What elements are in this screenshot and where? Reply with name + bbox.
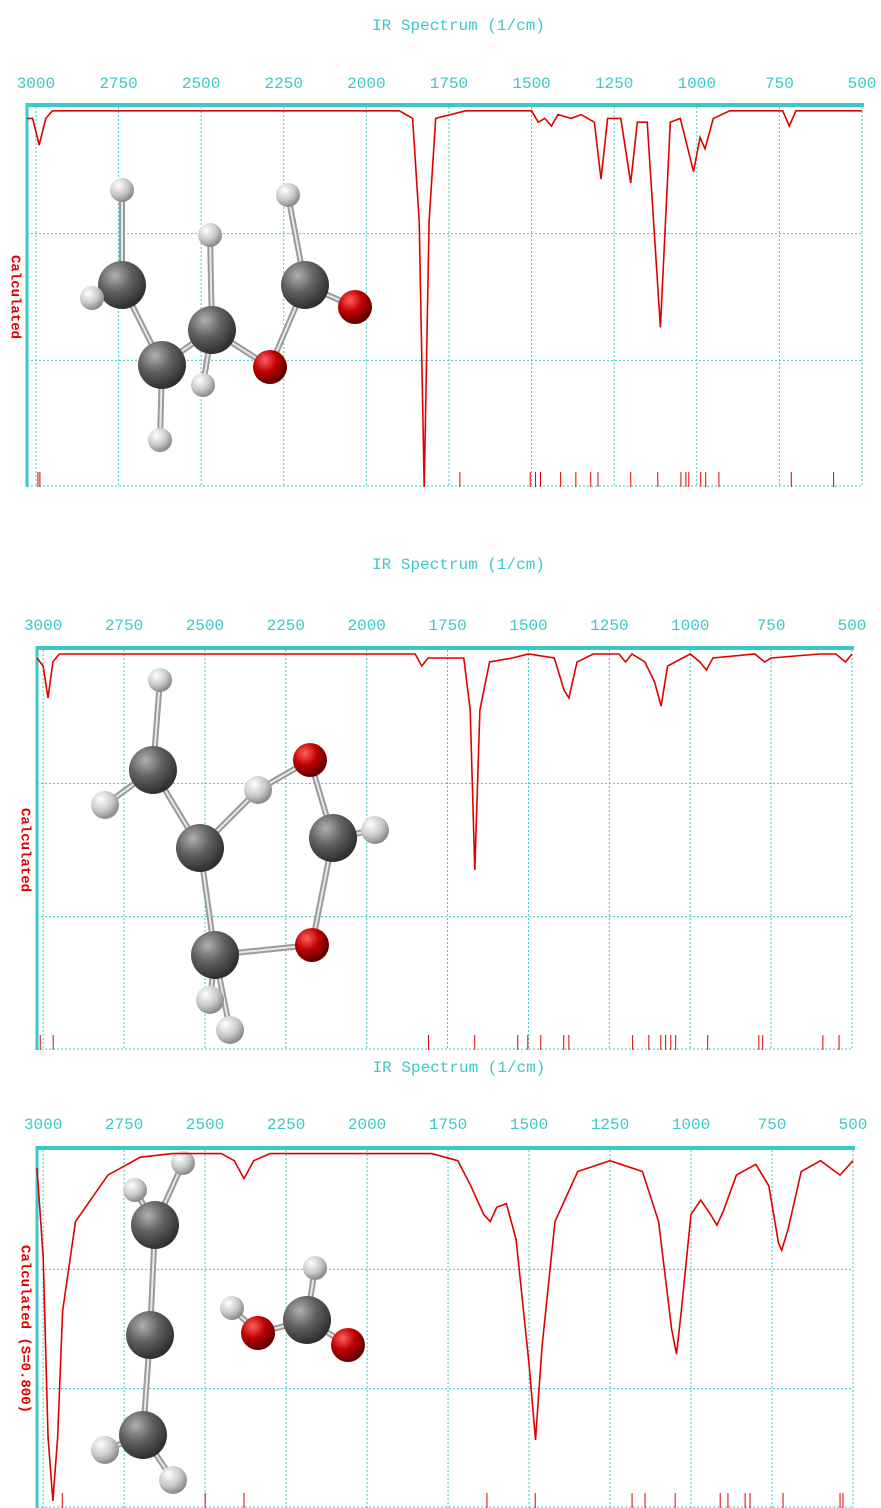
atom (253, 350, 287, 384)
x-tick-label: 3000 (17, 75, 55, 93)
atom (119, 1411, 167, 1459)
atom (191, 931, 239, 979)
x-tick-label: 3000 (24, 617, 62, 635)
atom (241, 1316, 275, 1350)
atom (216, 1016, 244, 1044)
atom (129, 746, 177, 794)
atom (191, 373, 215, 397)
atom (281, 261, 329, 309)
charts: IR Spectrum (1/cm) Calculated 3000 2750 2500… (0, 0, 881, 1508)
atom (148, 668, 172, 692)
atom (244, 776, 272, 804)
x-tick-label: 2250 (267, 1116, 305, 1134)
spectrum-line (27, 111, 862, 487)
chart-title: IR Spectrum (1/cm) (372, 556, 545, 574)
x-tick-label: 2750 (105, 1116, 143, 1134)
atom (91, 1436, 119, 1464)
atom (80, 286, 104, 310)
atom (159, 1466, 187, 1494)
atom (148, 428, 172, 452)
x-tick-label: 2000 (348, 1116, 386, 1134)
atom (220, 1296, 244, 1320)
x-tick-label: 2000 (347, 617, 385, 635)
x-tick-label: 1000 (671, 617, 709, 635)
atom (309, 814, 357, 862)
x-tick-label: 1500 (510, 1116, 548, 1134)
x-tick-label: 1000 (672, 1116, 710, 1134)
x-tick-label: 2250 (267, 617, 305, 635)
atom (188, 306, 236, 354)
atom (110, 178, 134, 202)
atom (126, 1311, 174, 1359)
atom (331, 1328, 365, 1362)
chart-title: IR Spectrum (1/cm) (373, 1059, 546, 1077)
y-axis-label: Calculated (S=0.800) (16, 1245, 32, 1413)
ir-chart: IR Spectrum (1/cm) Calculated 3000 2750 2500… (16, 556, 866, 1050)
ir-chart: IR Spectrum (1/cm) Calculated (S=0.800) 30… (16, 1059, 867, 1508)
x-tick-label: 1500 (509, 617, 547, 635)
atom (91, 791, 119, 819)
x-tick-label: 1250 (595, 75, 633, 93)
atom (283, 1296, 331, 1344)
atom (295, 928, 329, 962)
x-tick-label: 500 (838, 617, 867, 635)
atom (338, 290, 372, 324)
x-tick-label: 1750 (428, 617, 466, 635)
chart-title: IR Spectrum (1/cm) (372, 17, 545, 35)
atom (303, 1256, 327, 1280)
x-tick-label: 1750 (429, 1116, 467, 1134)
x-tick-label: 1000 (678, 75, 716, 93)
x-tick-label: 2750 (105, 617, 143, 635)
x-tick-label: 2250 (265, 75, 303, 93)
x-tick-label: 2750 (99, 75, 137, 93)
page: IR Spectrum (1/cm) Calculated 3000 2750 2500… (0, 0, 881, 1508)
atom (276, 183, 300, 207)
atom (123, 1178, 147, 1202)
x-tick-label: 750 (765, 75, 794, 93)
x-tick-label: 750 (757, 617, 786, 635)
atom (98, 261, 146, 309)
x-tick-label: 1750 (430, 75, 468, 93)
atom (171, 1151, 195, 1175)
atom (293, 743, 327, 777)
x-tick-label: 500 (848, 75, 877, 93)
atom (361, 816, 389, 844)
x-tick-label: 2000 (347, 75, 385, 93)
ir-chart: IR Spectrum (1/cm) Calculated 3000 2750 2500… (6, 17, 876, 487)
y-axis-label: Calculated (16, 808, 32, 892)
x-tick-label: 2500 (186, 617, 224, 635)
x-tick-label: 1250 (591, 1116, 629, 1134)
atom (138, 341, 186, 389)
atom (131, 1201, 179, 1249)
x-tick-label: 2500 (182, 75, 220, 93)
x-tick-label: 3000 (24, 1116, 62, 1134)
x-tick-label: 500 (839, 1116, 868, 1134)
atom (198, 223, 222, 247)
x-tick-label: 750 (758, 1116, 787, 1134)
x-tick-label: 1250 (590, 617, 628, 635)
atom (196, 986, 224, 1014)
y-axis-label: Calculated (6, 255, 22, 339)
x-tick-label: 1500 (512, 75, 550, 93)
x-tick-label: 2500 (186, 1116, 224, 1134)
atom (176, 824, 224, 872)
